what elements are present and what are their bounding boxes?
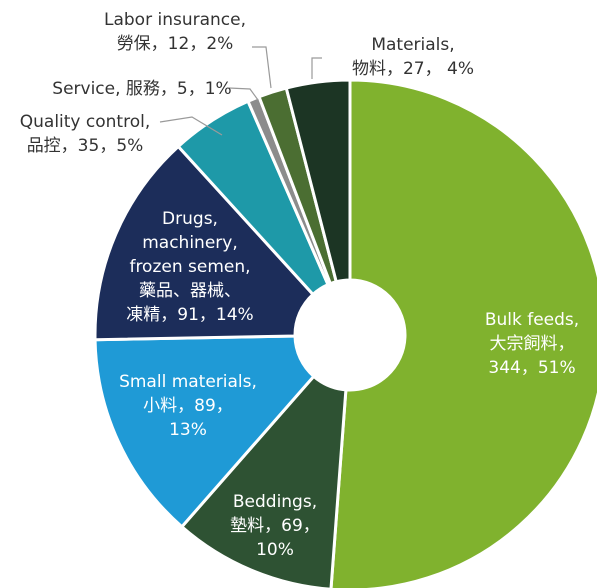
leader-line <box>228 87 259 101</box>
data-label-line: Quality control, <box>20 112 150 132</box>
data-label-line: Beddings, <box>233 492 317 512</box>
donut-slices <box>93 78 597 588</box>
data-label: Service, 服務，5，1% <box>52 79 231 99</box>
data-label: Bulk feeds, 大宗飼料， 344，51% <box>485 310 579 378</box>
data-label-line: 凍精，91，14% <box>126 305 253 325</box>
data-label-line: Labor insurance, <box>104 10 246 30</box>
data-label-line: Service, 服務，5，1% <box>52 79 231 99</box>
slice-small-materials <box>93 334 316 529</box>
data-label: Labor insurance, 勞保，12，2% <box>104 10 246 54</box>
leader-line <box>252 46 272 89</box>
data-label: Beddings, 墊料，69， 10% <box>230 492 320 560</box>
data-label-line: 物料，27， 4% <box>352 59 474 79</box>
data-label-line: Materials, <box>371 35 454 55</box>
data-label: Small materials, 小料，89， 13% <box>119 372 257 440</box>
data-label-line: 品控，35，5% <box>27 136 144 156</box>
data-label-line: 大宗飼料， <box>490 334 575 354</box>
slice-materials <box>284 78 352 284</box>
data-label-line: 13% <box>169 420 207 440</box>
slice-beddings <box>179 374 348 588</box>
data-label-line: 10% <box>256 540 294 560</box>
slice-drugs-machinery-frozen-semen <box>93 144 316 342</box>
data-label-line: Bulk feeds, <box>485 310 579 330</box>
data-label-line: 藥品、器械、 <box>139 281 241 301</box>
data-label-line: machinery, <box>142 233 238 253</box>
data-label-line: 墊料，69， <box>230 516 320 536</box>
data-label: Quality control, 品控，35，5% <box>20 112 150 156</box>
data-label: Materials, 物料，27， 4% <box>352 35 474 79</box>
data-label-line: 勞保，12，2% <box>117 34 234 54</box>
data-label-line: frozen semen, <box>129 257 250 277</box>
data-label-line: 344，51% <box>488 358 575 378</box>
leader-lines <box>159 46 322 136</box>
data-label-line: 小料，89， <box>143 396 233 416</box>
leader-line <box>159 116 223 136</box>
data-label: Drugs, machinery, frozen semen, 藥品、器械、凍精，91… <box>126 209 253 325</box>
data-labels: Bulk feeds, 大宗飼料， 344，51% Beddings, 墊料，69， 10… <box>20 10 579 560</box>
data-label-line: Small materials, <box>119 372 257 392</box>
data-label-line: Drugs, <box>162 209 218 229</box>
slice-bulk-feeds <box>329 78 597 588</box>
leader-line <box>311 57 322 79</box>
